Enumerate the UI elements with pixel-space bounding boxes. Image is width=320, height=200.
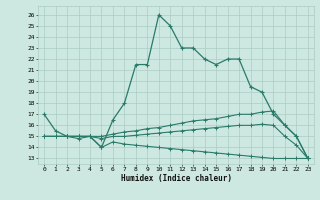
X-axis label: Humidex (Indice chaleur): Humidex (Indice chaleur)	[121, 174, 231, 183]
